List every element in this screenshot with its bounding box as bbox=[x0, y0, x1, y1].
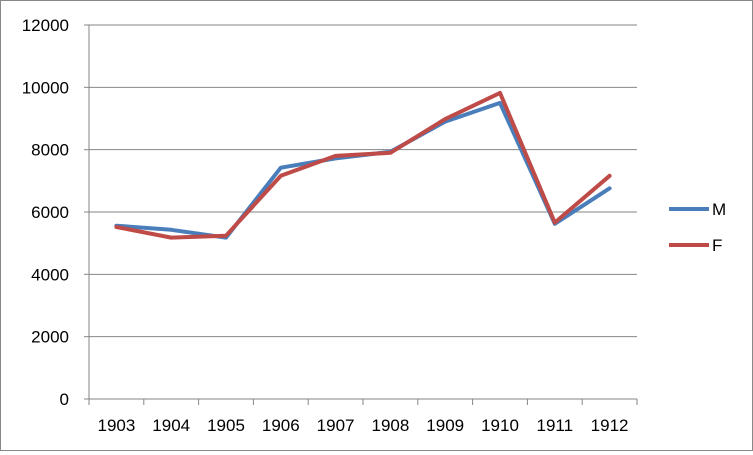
y-tick-label: 4000 bbox=[31, 265, 69, 284]
x-tick-label: 1906 bbox=[262, 416, 300, 435]
y-tick-label: 12000 bbox=[22, 16, 69, 35]
x-tick-labels: 1903 1904 1905 1906 1907 1908 1909 1910 1911 1912 bbox=[97, 416, 628, 435]
legend: MF bbox=[669, 200, 726, 255]
gridlines bbox=[89, 24, 637, 338]
x-tick-label: 1904 bbox=[152, 416, 190, 435]
x-tick-label: 1912 bbox=[591, 416, 629, 435]
x-tick-label: 1911 bbox=[537, 416, 574, 435]
series-line-f bbox=[114, 90, 612, 240]
x-tick-label: 1908 bbox=[371, 416, 409, 435]
x-tick-label: 1907 bbox=[317, 416, 355, 435]
y-tick-label: 6000 bbox=[31, 203, 69, 222]
x-tick-label: 1903 bbox=[97, 416, 135, 435]
y-tick-label: 2000 bbox=[31, 328, 69, 347]
x-tick-label: 1909 bbox=[426, 416, 464, 435]
series-line-m bbox=[114, 100, 612, 240]
series-lines bbox=[114, 90, 612, 240]
y-tick-labels: 0 2000 4000 6000 8000 10000 12000 bbox=[22, 16, 69, 409]
axes bbox=[84, 24, 638, 405]
x-tick-label: 1905 bbox=[207, 416, 245, 435]
y-tick-label: 8000 bbox=[31, 141, 69, 160]
x-tick-label: 1910 bbox=[481, 416, 519, 435]
legend-label-m: M bbox=[712, 200, 726, 219]
y-tick-label: 0 bbox=[60, 390, 69, 409]
y-tick-label: 10000 bbox=[22, 78, 69, 97]
legend-label-f: F bbox=[712, 236, 722, 255]
